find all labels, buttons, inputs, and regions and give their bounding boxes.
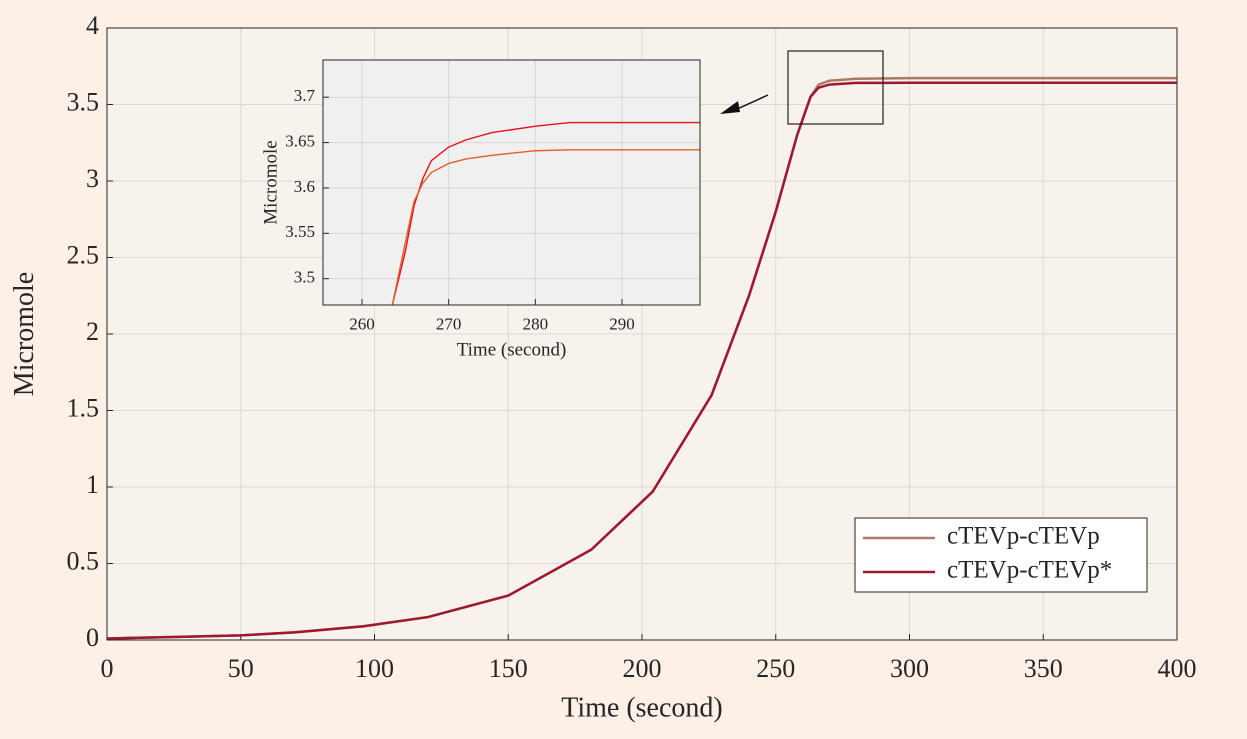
y-tick-label: 2 (86, 317, 99, 346)
y-tick-label: 0.5 (67, 546, 100, 575)
legend-label: cTEVp-cTEVp (947, 523, 1100, 550)
x-tick-label: 150 (489, 654, 528, 683)
y-tick-label: 3 (86, 164, 99, 193)
x-axis-label: Time (second) (457, 339, 567, 360)
zoom-box (787, 50, 884, 125)
series-line (391, 149, 700, 305)
series-line (391, 121, 700, 305)
y-axis-label: Micromole (260, 140, 281, 224)
x-tick-label: 400 (1158, 654, 1197, 683)
x-tick-label: 250 (756, 654, 795, 683)
y-tick-label: 3.7 (294, 86, 316, 105)
x-tick-label: 300 (890, 654, 929, 683)
arrow-head (720, 101, 740, 114)
series-line (107, 81, 1177, 640)
y-tick-label: 3.65 (285, 131, 315, 150)
plot-frame (106, 27, 1178, 641)
plot-background (323, 60, 700, 305)
plot-frame (322, 59, 701, 306)
inset-chart: 260 270 280 290 3.5 3.55 3.6 3.65 3.7 Time (secon… (260, 59, 701, 360)
y-tick-label: 3.6 (294, 177, 315, 196)
x-tick-label: 270 (436, 314, 462, 333)
y-tick-label: 0 (86, 623, 99, 652)
x-axis-label: Time (second) (561, 693, 723, 724)
x-tick-label: 280 (523, 314, 549, 333)
x-tick-label: 200 (623, 654, 662, 683)
y-tick-label: 3.55 (285, 222, 315, 241)
y-tick-label: 1.5 (67, 393, 100, 422)
x-tick-label: 350 (1024, 654, 1063, 683)
y-tick-label: 3.5 (67, 87, 100, 116)
x-tick-label: 0 (101, 654, 114, 683)
zoom-annotation (720, 50, 884, 125)
y-tick-label: 1 (86, 470, 99, 499)
x-tick-label: 100 (355, 654, 394, 683)
x-tick-label: 50 (228, 654, 254, 683)
x-tick-label: 290 (609, 314, 635, 333)
arrow-shaft (734, 94, 769, 111)
x-tick-label: 260 (349, 314, 375, 333)
y-tick-label: 2.5 (67, 240, 100, 269)
y-tick-label: 3.5 (294, 268, 315, 287)
legend-box (854, 517, 1148, 593)
y-axis-label: Micromole (9, 272, 40, 396)
y-tick-label: 4 (86, 11, 99, 40)
legend-label: cTEVp-cTEVp* (947, 557, 1112, 584)
